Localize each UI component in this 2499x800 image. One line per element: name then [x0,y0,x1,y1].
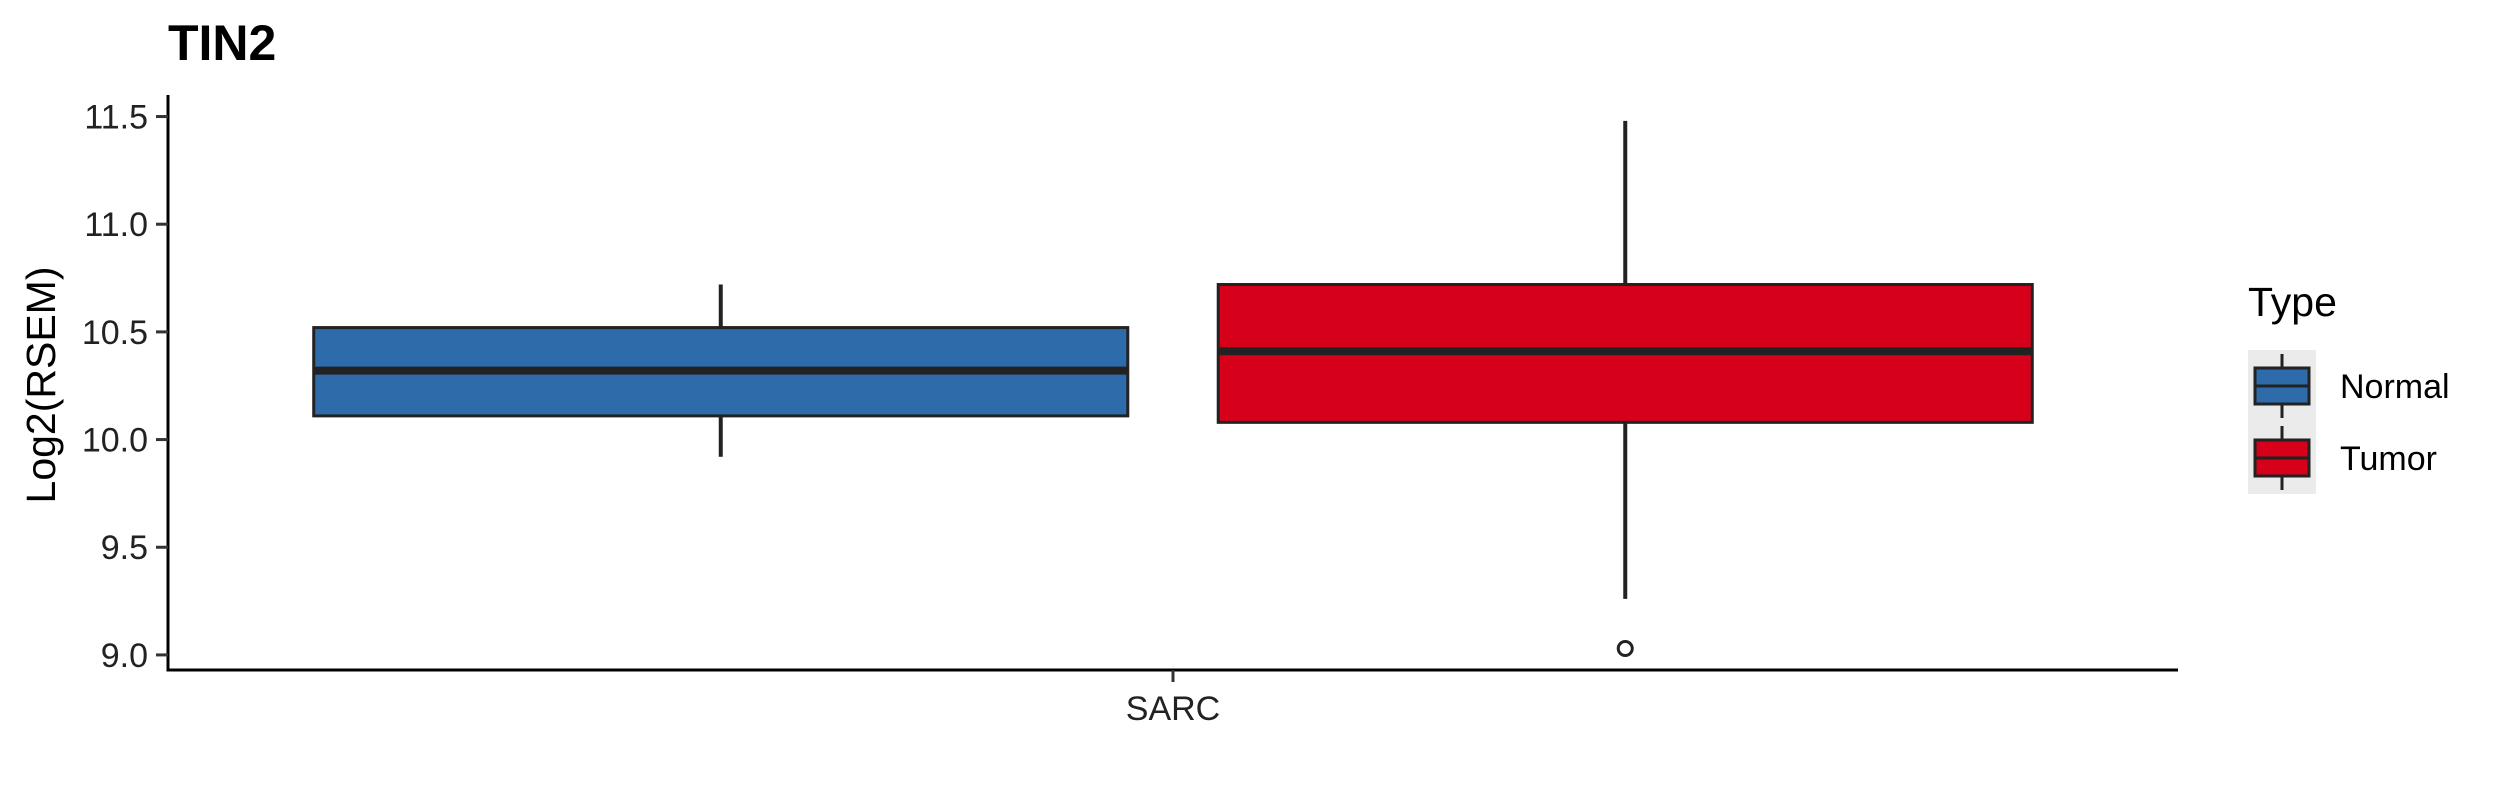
box-normal [312,284,1130,457]
y-tick-label: 10.0 [82,422,148,460]
y-tick-label: 11.0 [84,206,148,244]
x-tick-label: SARC [1126,690,1220,728]
y-tick-label: 10.5 [82,314,148,352]
y-tick-label: 9.0 [101,637,148,675]
legend-item-tumor: Tumor [2248,422,2437,494]
chart-title: TIN2 [168,15,276,71]
plot-area: 9.0 9.5 10.0 10.5 11.0 11.5 SARC [82,95,2178,728]
legend-title: Type [2248,279,2337,325]
box-tumor [1216,120,2034,657]
legend-label-normal: Normal [2340,368,2450,406]
y-axis-label: Log2(RSEM) [18,267,64,504]
y-tick-label: 9.5 [101,529,148,567]
outlier-point-tumor [1616,639,1634,657]
legend: Type Normal Tumor [2248,279,2450,494]
legend-item-normal: Normal [2248,350,2450,422]
y-tick-label: 11.5 [84,99,148,137]
legend-label-tumor: Tumor [2340,440,2437,478]
